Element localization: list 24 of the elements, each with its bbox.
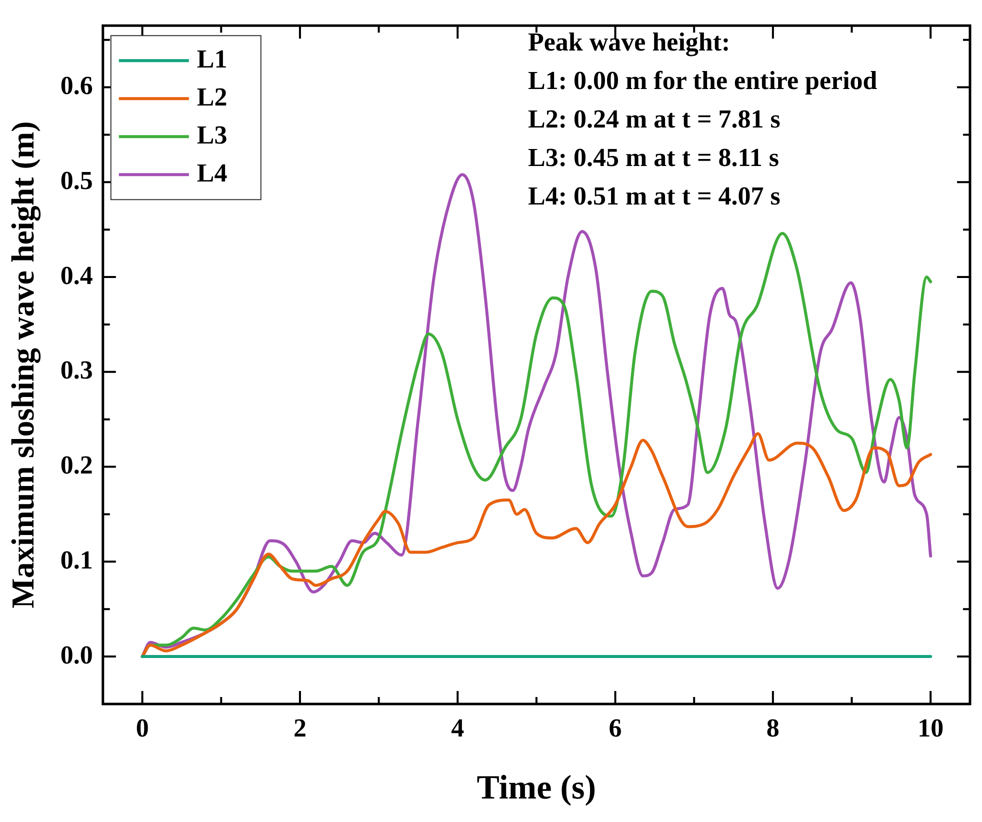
x-tick-label: 6 <box>608 713 622 742</box>
legend-label: L4 <box>196 158 228 188</box>
y-tick-label: 0.5 <box>60 166 93 195</box>
x-tick-label: 2 <box>293 713 306 742</box>
legend-label: L2 <box>196 82 228 112</box>
y-tick-label: 0.3 <box>60 356 93 385</box>
annotation: L2: 0.24 m at t = 7.81 s <box>528 104 780 134</box>
x-tick-label: 4 <box>451 713 464 742</box>
x-tick-label: 0 <box>136 713 149 742</box>
y-tick-label: 0.1 <box>60 545 93 574</box>
x-axis-title: Time (s) <box>476 769 596 806</box>
legend-label: L1 <box>196 44 228 74</box>
y-tick-label: 0.0 <box>60 640 93 670</box>
y-tick-label: 0.6 <box>60 70 93 100</box>
x-tick-label: 10 <box>918 713 944 742</box>
y-axis-title: Maximum sloshing wave height (m) <box>4 121 42 608</box>
annotation: L1: 0.00 m for the entire period <box>528 66 878 96</box>
annotation: L3: 0.45 m at t = 8.11 s <box>528 143 779 172</box>
x-tick-label: 8 <box>766 713 780 742</box>
y-tick-label: 0.4 <box>60 260 93 290</box>
annotation: Peak wave height: <box>528 28 730 57</box>
y-tick-label: 0.2 <box>60 450 93 480</box>
legend-label: L3 <box>196 120 228 150</box>
annotation: L4: 0.51 m at t = 4.07 s <box>528 182 780 211</box>
